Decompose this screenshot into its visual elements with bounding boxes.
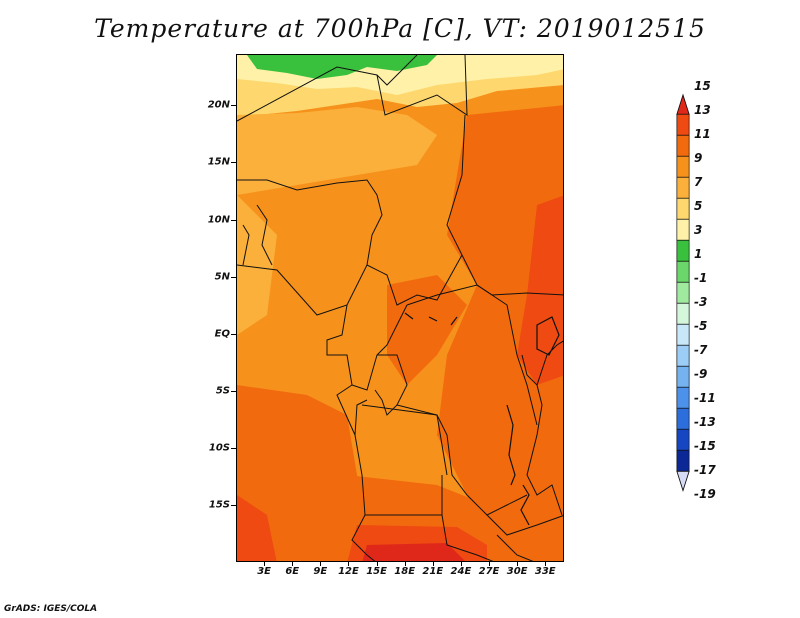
colorbar-upper-triangle — [676, 93, 690, 115]
colorbar-swatch — [676, 113, 690, 136]
colorbar-swatch — [676, 302, 690, 325]
field-north-cooler-orange — [237, 107, 437, 195]
country-borders — [237, 55, 563, 561]
lat-tick-mark — [231, 504, 236, 506]
lat-tick-label: 20N — [207, 99, 230, 111]
colorbar-swatch — [676, 281, 690, 304]
lon-tick-label: 9E — [313, 566, 328, 577]
colorbar-level-label: 13 — [694, 103, 711, 117]
colorbar-level-label: -17 — [694, 463, 716, 477]
lat-tick-label: 5S — [215, 385, 230, 397]
lat-tick-mark — [231, 333, 236, 335]
grads-credit: GrADS: IGES/COLA — [4, 604, 98, 614]
colorbar-level-label: 11 — [694, 127, 711, 141]
colorbar-lower-triangle — [676, 470, 690, 492]
lon-tick-label: 12E — [338, 566, 359, 577]
colorbar-swatch — [676, 386, 690, 409]
lon-tick-mark — [517, 562, 519, 566]
lat-tick-mark — [231, 276, 236, 278]
lon-tick-label: 3E — [257, 566, 272, 577]
lat-tick-mark — [231, 162, 236, 164]
colorbar-swatch — [676, 218, 690, 241]
field-south-hot — [362, 543, 465, 561]
colorbar-level-label: -3 — [694, 295, 708, 309]
lon-tick-label: 30E — [506, 566, 528, 577]
lon-tick-label: 6E — [285, 566, 300, 577]
lat-tick-mark — [231, 219, 236, 221]
field-west-coast-cool — [237, 195, 277, 335]
lon-tick-mark — [292, 562, 294, 566]
colorbar-swatch — [676, 155, 690, 178]
colorbar-swatch — [676, 134, 690, 157]
lon-tick-label: 33E — [534, 566, 556, 577]
colorbar-level-label: 7 — [694, 175, 703, 189]
colorbar-swatch — [676, 323, 690, 346]
colorbar-level-label: -5 — [694, 319, 708, 333]
lat-tick-label: 15N — [207, 156, 230, 168]
field-southwest-warm — [237, 385, 377, 561]
field-east-warm — [437, 105, 563, 561]
lakes — [404, 312, 560, 526]
lon-tick-mark — [404, 562, 406, 566]
field-central-warm — [387, 275, 467, 385]
lon-tick-mark — [460, 562, 462, 566]
lon-tick-label: 27E — [478, 566, 500, 577]
colorbar-level-label: -19 — [694, 487, 716, 501]
lon-tick-mark — [264, 562, 266, 566]
lat-tick-mark — [231, 105, 236, 107]
lat-tick-label: EQ — [214, 328, 230, 340]
lon-tick-label: 15E — [366, 566, 387, 577]
colorbar-swatch — [676, 176, 690, 199]
lon-tick-label: 21E — [422, 566, 444, 577]
lon-tick-mark — [320, 562, 322, 566]
colorbar-swatch — [676, 407, 690, 430]
colorbar-swatch — [676, 449, 690, 472]
field-southwest-corner-very-warm — [237, 495, 277, 561]
lat-tick-mark — [231, 390, 236, 392]
colorbar-swatch — [676, 239, 690, 262]
lat-tick-label: 5N — [214, 271, 230, 283]
chart-title: Temperature at 700hPa [C], VT: 201901251… — [94, 14, 706, 43]
colorbar-level-label: -7 — [694, 343, 708, 357]
colorbar-swatch — [676, 344, 690, 367]
colorbar-level-label: 15 — [694, 79, 711, 93]
lon-tick-mark — [545, 562, 547, 566]
lon-tick-label: 18E — [394, 566, 416, 577]
colorbar-swatch — [676, 260, 690, 283]
colorbar-swatch — [676, 428, 690, 451]
lat-tick-label: 10S — [208, 442, 230, 454]
lat-tick-mark — [231, 447, 236, 449]
lon-tick-mark — [432, 562, 434, 566]
colorbar-level-label: -11 — [694, 391, 716, 405]
colorbar-level-label: 5 — [694, 199, 703, 213]
colorbar-level-label: -9 — [694, 367, 708, 381]
map-plot-area — [236, 54, 564, 562]
field-east-very-warm — [517, 195, 563, 385]
colorbar-swatch — [676, 365, 690, 388]
lon-tick-mark — [348, 562, 350, 566]
colorbar — [676, 93, 690, 492]
colorbar-level-label: -15 — [694, 439, 716, 453]
colorbar-swatch — [676, 197, 690, 220]
lon-tick-mark — [376, 562, 378, 566]
lat-tick-label: 15S — [208, 499, 230, 511]
temperature-map — [237, 55, 563, 561]
field-north-green — [247, 55, 437, 79]
colorbar-level-label: 3 — [694, 223, 703, 237]
lon-tick-label: 24E — [450, 566, 472, 577]
colorbar-level-label: 1 — [694, 247, 703, 261]
lon-tick-mark — [489, 562, 491, 566]
colorbar-level-label: -13 — [694, 415, 716, 429]
lat-tick-label: 10N — [207, 214, 230, 226]
colorbar-level-label: -1 — [694, 271, 708, 285]
colorbar-level-label: 9 — [694, 151, 703, 165]
